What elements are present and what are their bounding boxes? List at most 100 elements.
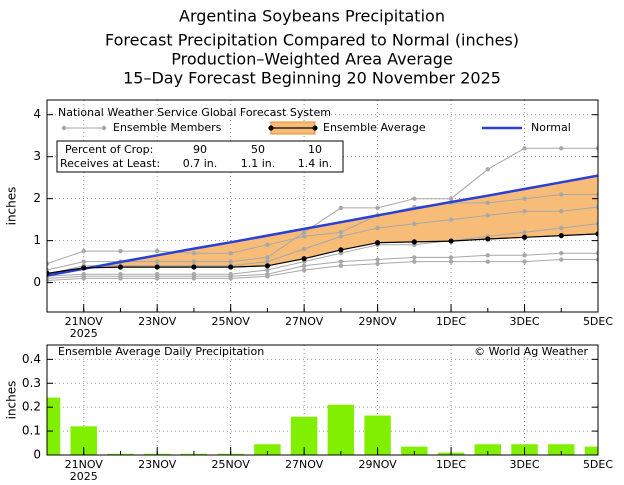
y-tick-label: 0.3: [22, 376, 41, 390]
average-point: [264, 263, 270, 269]
member-point: [412, 259, 417, 264]
member-point: [47, 261, 50, 266]
legend-swatch: [312, 125, 318, 131]
top-plot: [47, 100, 598, 312]
member-point: [559, 192, 564, 197]
member-point: [338, 230, 344, 235]
x-tick-label: 25NOV: [212, 315, 251, 328]
member-point: [155, 276, 160, 281]
member-point: [191, 276, 197, 281]
member-point: [595, 257, 598, 262]
crop-cell: Percent of Crop:: [65, 143, 153, 156]
legend-label: Ensemble Average: [323, 121, 426, 134]
member-point: [522, 230, 527, 235]
x-tick-label: 21NOV: [65, 458, 104, 471]
normal-line: [47, 174, 598, 277]
x-tick-label: 27NOV: [285, 315, 324, 328]
average-point: [448, 238, 454, 244]
crop-cell: Receives at Least:: [60, 157, 160, 170]
crop-box: [56, 140, 344, 173]
y-tick-label: 0: [33, 448, 41, 462]
x-tick-label: 29NOV: [358, 458, 397, 471]
x-tick-label: 1DEC: [436, 458, 466, 471]
x-tick-label: 3DEC: [509, 315, 539, 328]
member-point: [375, 225, 380, 231]
member-point: [485, 200, 490, 206]
plot-frame: [46, 99, 599, 313]
member-point: [595, 204, 598, 210]
member-point: [155, 259, 160, 264]
x-tick-label: 27NOV: [285, 458, 324, 471]
average-point: [228, 264, 234, 270]
member-point: [228, 276, 233, 281]
member-point: [412, 221, 417, 227]
average-point: [375, 240, 381, 246]
member-point: [522, 259, 527, 264]
member-point: [522, 209, 527, 214]
x-tick-label: 23NOV: [138, 458, 177, 471]
subtitle: 15–Day Forecast Beginning 20 November 20…: [123, 69, 501, 88]
x-tick-label: 1DEC: [436, 315, 466, 328]
member-point: [191, 251, 197, 256]
member-line: [47, 206, 598, 275]
member-point: [522, 253, 527, 258]
legend-label: Ensemble Members: [113, 121, 222, 134]
bottom-plot: [47, 345, 598, 455]
member-point: [81, 248, 86, 254]
y-tick-label: 0.4: [22, 352, 41, 366]
average-point: [154, 264, 160, 270]
crop-cell: 50: [251, 143, 265, 156]
member-point: [375, 261, 380, 266]
member-point: [559, 146, 564, 151]
x-tick-label: 21NOV: [65, 315, 104, 328]
average-point: [595, 231, 598, 237]
y-axis-label: inches: [5, 381, 19, 420]
bar: [47, 397, 61, 455]
x-tick-label: 3DEC: [509, 458, 539, 471]
legend-swatch: [61, 125, 67, 131]
member-point: [559, 251, 564, 256]
x-tick-label: 5DEC: [583, 458, 613, 471]
member-point: [338, 234, 344, 239]
member-point: [448, 217, 454, 222]
crop-cell: 0.7 in.: [183, 157, 218, 170]
member-point: [47, 278, 50, 283]
member-point: [265, 274, 270, 279]
member-point: [485, 253, 490, 258]
average-point: [117, 264, 124, 270]
x-tick-label: 23NOV: [138, 315, 177, 328]
member-point: [485, 167, 490, 172]
member-point: [375, 257, 380, 262]
x-tick-label: 29NOV: [358, 315, 397, 328]
y-tick-label: 3: [33, 149, 41, 163]
bar: [327, 404, 355, 455]
member-point: [448, 259, 454, 264]
member-point: [228, 259, 233, 264]
member-point: [81, 259, 86, 264]
average-point: [521, 234, 528, 240]
bar: [584, 446, 598, 455]
y-tick-label: 4: [33, 107, 41, 121]
crop-cell: 1.4 in.: [298, 157, 333, 170]
member-point: [595, 146, 598, 151]
average-point: [301, 256, 307, 262]
member-line: [47, 223, 598, 277]
y-tick-label: 2: [33, 191, 41, 205]
member-line: [47, 194, 598, 265]
member-point: [595, 192, 598, 197]
member-point: [485, 259, 490, 264]
x-tick-label: 5DEC: [583, 315, 613, 328]
subtitle: Forecast Precipitation Compared to Norma…: [105, 31, 519, 50]
overlay: 0 1 2 3 4 21NOV 23NOV 25NOV 27NOV 29NOV 1DEC 3DEC 5D…: [5, 99, 613, 483]
crop-cell: 1.1 in.: [241, 157, 276, 170]
legend-swatch: [268, 125, 274, 131]
member-point: [301, 246, 307, 252]
member-point: [265, 255, 270, 260]
member-point: [228, 251, 233, 256]
average-point: [191, 264, 197, 270]
panel-title: Ensemble Average Daily Precipitation: [58, 345, 264, 358]
member-point: [301, 267, 307, 273]
member-point: [81, 276, 86, 281]
member-point: [338, 205, 344, 211]
member-line: [47, 252, 598, 279]
